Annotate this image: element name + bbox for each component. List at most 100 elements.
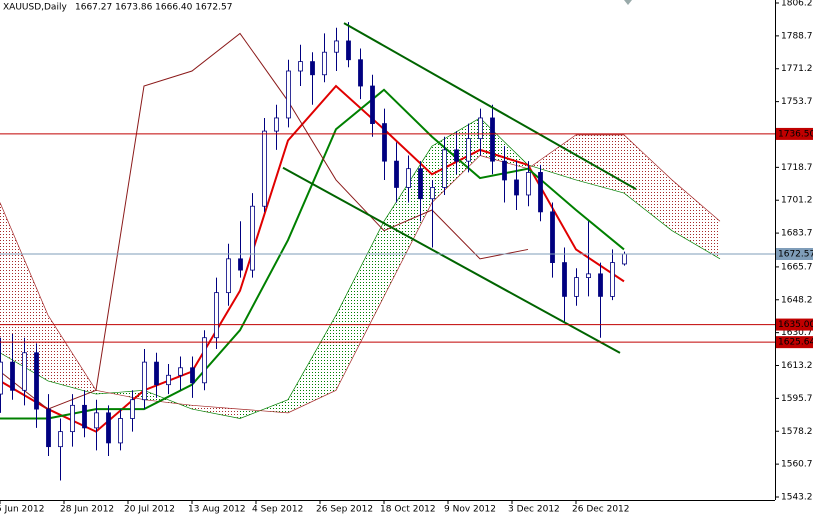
price-label-box (776, 336, 813, 349)
y-tick-label: 1753.70 (781, 97, 813, 107)
cloud-edge (0, 134, 721, 414)
y-tick-label: 1543.20 (781, 492, 813, 502)
candle-body (466, 138, 471, 162)
trend-line (343, 22, 637, 191)
symbol-title: XAUUSD,Daily (3, 3, 67, 13)
price-label: 1736.50 (778, 129, 813, 139)
candle-body (142, 361, 147, 401)
cloud-segment (192, 405, 240, 419)
y-tick-label: 1613.20 (781, 361, 813, 371)
candle-body (286, 70, 291, 119)
candle-body (10, 361, 15, 391)
candle-body (442, 149, 447, 188)
candle-body (214, 292, 219, 339)
candle-body (0, 361, 3, 395)
candle-body (622, 253, 627, 265)
candle-body (574, 277, 579, 297)
x-tick-label: 13 Aug 2012 (188, 505, 246, 515)
shift-marker (624, 0, 632, 5)
candle-body (322, 51, 327, 76)
candle-body (82, 404, 87, 429)
candle-body (130, 399, 135, 419)
candle-body (454, 149, 459, 162)
candle-body (154, 361, 159, 386)
y-tick-label: 1788.70 (781, 31, 813, 41)
candle-body (70, 404, 75, 433)
x-tick-label: 26 Dec 2012 (572, 505, 630, 515)
candle-body (382, 123, 387, 162)
candle-body (22, 352, 27, 391)
x-tick-label: 26 Sep 2012 (316, 505, 373, 515)
y-tick-label: 1595.70 (781, 394, 813, 404)
candle-body (334, 40, 339, 53)
indicator-line (0, 32, 529, 410)
candle-body (418, 168, 423, 200)
price-label-box (776, 127, 813, 140)
cloud-segment (288, 315, 336, 413)
candle-body (94, 412, 99, 429)
y-tick-label: 1701.20 (781, 196, 813, 206)
cloud-segment (624, 134, 672, 231)
candle-body (238, 258, 243, 271)
x-tick-label: 18 Oct 2012 (380, 505, 436, 515)
candle-body (58, 431, 63, 448)
cloud-segment (672, 179, 720, 259)
candle-body (526, 172, 531, 196)
trend-line (282, 166, 621, 354)
candle-body (478, 117, 483, 140)
candle-body (262, 130, 267, 207)
candle-body (514, 179, 519, 196)
candle-body (394, 160, 399, 188)
y-tick-label: 1665.70 (781, 262, 813, 272)
candle-body (538, 172, 543, 213)
candle-body (298, 61, 303, 72)
y-tick-label: 1578.20 (781, 427, 813, 437)
candle-body (190, 367, 195, 384)
candle-body (562, 262, 567, 297)
candle-body (598, 273, 603, 297)
price-label: 1635.00 (778, 320, 813, 330)
candle-body (178, 367, 183, 376)
cloud-segment (48, 315, 96, 395)
candle-body (310, 61, 315, 76)
candle-body (166, 374, 171, 386)
candle-body (406, 168, 411, 188)
y-tick-label: 1718.70 (781, 163, 813, 173)
candle-body (430, 187, 435, 200)
candle-body (274, 117, 279, 132)
x-tick-label: 9 Nov 2012 (444, 505, 496, 515)
y-tick-label: 1806.20 (781, 0, 813, 9)
price-label-box (776, 248, 813, 261)
candle-body (118, 418, 123, 444)
price-label: 1625.64 (778, 338, 813, 348)
cloud-segment (576, 134, 624, 194)
candle-body (370, 85, 375, 124)
candle-body (202, 337, 207, 384)
cloud-segment (336, 221, 384, 391)
price-label-box (776, 318, 813, 331)
candle-body (34, 352, 39, 410)
y-tick-label: 1648.20 (781, 295, 813, 305)
candle-body (586, 273, 591, 279)
x-tick-label: 5 Jun 2012 (0, 505, 44, 515)
plot-area (0, 22, 721, 481)
candle-body (46, 408, 51, 448)
x-tick-label: 3 Dec 2012 (508, 505, 560, 515)
candle-body (550, 211, 555, 263)
y-tick-label: 1630.70 (781, 328, 813, 338)
indicator-line (0, 84, 625, 433)
candle-body (226, 258, 231, 294)
candle-body (358, 59, 363, 87)
candle-body (502, 160, 507, 181)
x-tick-label: 20 Jul 2012 (124, 505, 175, 515)
candle-body (490, 117, 495, 162)
candle-body (106, 412, 111, 444)
y-tick-label: 1683.70 (781, 229, 813, 239)
y-tick-label: 1771.20 (781, 64, 813, 74)
ohlc-text: 1667.27 1673.86 1666.40 1672.57 (75, 3, 232, 13)
candle-body (346, 40, 351, 61)
price-label: 1672.57 (778, 250, 813, 260)
